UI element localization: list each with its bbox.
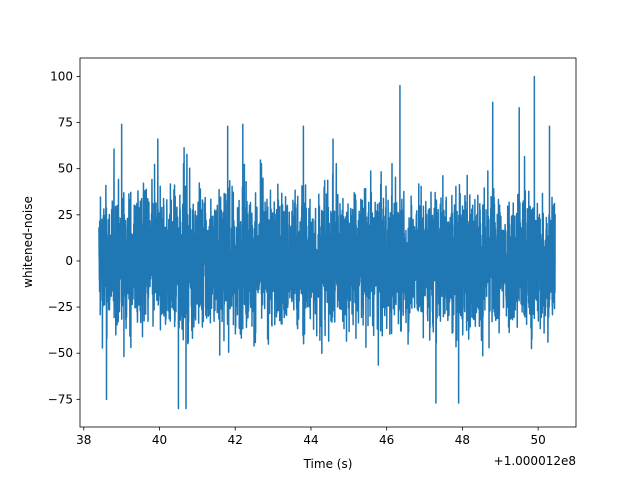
x-offset-label: +1.000012e8	[494, 454, 576, 468]
y-axis: −75 −50 −25 0 25 50 75 100	[48, 69, 80, 406]
y-tick-label: −50	[48, 346, 73, 360]
y-tick-label: 100	[50, 69, 73, 83]
plot-frame	[79, 57, 577, 428]
x-tick-label: 44	[303, 433, 318, 447]
y-tick-label: 0	[65, 254, 73, 268]
x-tick-label: 50	[530, 433, 545, 447]
x-tick-label: 40	[152, 433, 167, 447]
x-axis: 38 40 42 44 46 48 50	[76, 427, 546, 447]
x-tick-label: 48	[455, 433, 470, 447]
y-tick-label: 25	[58, 208, 73, 222]
y-tick-label: −75	[48, 392, 73, 406]
x-tick-label: 46	[379, 433, 394, 447]
series-line	[98, 75, 556, 410]
x-tick-label: 42	[228, 433, 243, 447]
y-tick-label: 50	[58, 162, 73, 176]
y-tick-label: −25	[48, 300, 73, 314]
series-layer	[98, 75, 556, 410]
y-axis-label: whitened-noise	[21, 196, 35, 288]
x-tick-label: 38	[76, 433, 91, 447]
x-axis-label: Time (s)	[303, 457, 353, 471]
y-tick-label: 75	[58, 116, 73, 130]
